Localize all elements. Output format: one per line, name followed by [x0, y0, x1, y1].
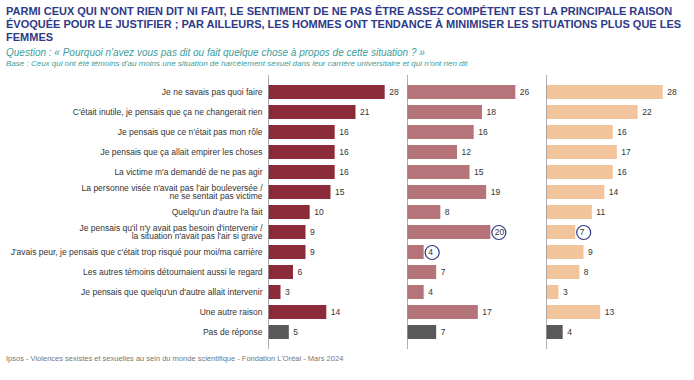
svg-text:22: 22 — [642, 107, 652, 117]
svg-text:Les autres témoins détournaien: Les autres témoins détournaient aussi le… — [83, 267, 263, 277]
html-text:Ipsos - Violences sexistes et: Ipsos - Violences sexistes et sexuelles … — [6, 354, 344, 363]
svg-text:La victime m'a demandé de ne p: La victime m'a demandé de ne pas agir — [114, 167, 262, 177]
svg-text:21: 21 — [360, 107, 370, 117]
svg-text:17: 17 — [482, 307, 492, 317]
svg-text:19: 19 — [491, 187, 501, 197]
svg-text:4: 4 — [567, 327, 572, 337]
svg-text:28: 28 — [389, 87, 399, 97]
svg-text:20: 20 — [495, 227, 505, 237]
svg-text:14: 14 — [331, 307, 341, 317]
html-text:Question : « Pourquoi n'avez v: Question : « Pourquoi n'avez vous pas di… — [6, 47, 425, 58]
svg-text:16: 16 — [617, 167, 627, 177]
svg-text:4: 4 — [428, 287, 433, 297]
svg-text:16: 16 — [617, 127, 627, 137]
svg-text:16: 16 — [339, 127, 349, 137]
svg-text:11: 11 — [596, 207, 605, 217]
svg-text:La personne visée n'avait pas: La personne visée n'avait pas l'air boul… — [82, 183, 264, 202]
svg-text:Je pensais que quelqu'un d'aut: Je pensais que quelqu'un d'autre allait … — [81, 287, 263, 297]
svg-text:9: 9 — [588, 247, 593, 257]
svg-text:15: 15 — [474, 167, 484, 177]
svg-text:7: 7 — [580, 227, 585, 237]
svg-text:Quelqu'un d'autre l'a fait: Quelqu'un d'autre l'a fait — [172, 207, 264, 217]
svg-text:Pas de réponse: Pas de réponse — [203, 327, 263, 337]
svg-text:3: 3 — [563, 287, 568, 297]
svg-text:3: 3 — [285, 287, 290, 297]
svg-text:18: 18 — [487, 107, 497, 117]
svg-text:16: 16 — [339, 147, 349, 157]
svg-text:9: 9 — [310, 227, 315, 237]
svg-text:7: 7 — [441, 327, 446, 337]
svg-text:Je pensais que ça allait empir: Je pensais que ça allait empirer les cho… — [100, 147, 262, 157]
svg-text:13: 13 — [605, 307, 615, 317]
svg-text:8: 8 — [445, 207, 450, 217]
svg-text:Une autre raison: Une autre raison — [200, 307, 263, 317]
svg-text:14: 14 — [609, 187, 619, 197]
svg-text:15: 15 — [335, 187, 345, 197]
svg-text:6: 6 — [298, 267, 303, 277]
html-text:Base : Ceux qui ont été témoin: Base : Ceux qui ont été témoins d'au moi… — [6, 59, 468, 68]
svg-text:9: 9 — [310, 247, 315, 257]
svg-text:17: 17 — [621, 147, 631, 157]
svg-text:7: 7 — [441, 267, 446, 277]
svg-text:Je pensais qu'il n'y avait pas: Je pensais qu'il n'y avait pas besoin d'… — [80, 223, 264, 242]
svg-text:Je ne savais pas quoi faire: Je ne savais pas quoi faire — [162, 87, 263, 97]
html-text:PARMI CEUX QUI N'ONT RIEN DIT: PARMI CEUX QUI N'ONT RIEN DIT NI FAIT, L… — [6, 5, 682, 43]
svg-text:10: 10 — [314, 207, 324, 217]
svg-text:12: 12 — [462, 147, 472, 157]
svg-text:5: 5 — [293, 327, 298, 337]
svg-text:16: 16 — [478, 127, 488, 137]
svg-text:16: 16 — [339, 167, 349, 177]
svg-text:8: 8 — [584, 267, 589, 277]
svg-text:C'était inutile, je pensais qu: C'était inutile, je pensais que ça ne ch… — [73, 107, 263, 117]
svg-text:J'avais peur, je pensais que c: J'avais peur, je pensais que c'était tro… — [11, 247, 263, 257]
svg-text:4: 4 — [428, 247, 433, 257]
svg-text:26: 26 — [520, 87, 530, 97]
svg-text:28: 28 — [667, 87, 677, 97]
svg-text:Je pensais que ce n'était pas: Je pensais que ce n'était pas mon rôle — [118, 127, 263, 137]
